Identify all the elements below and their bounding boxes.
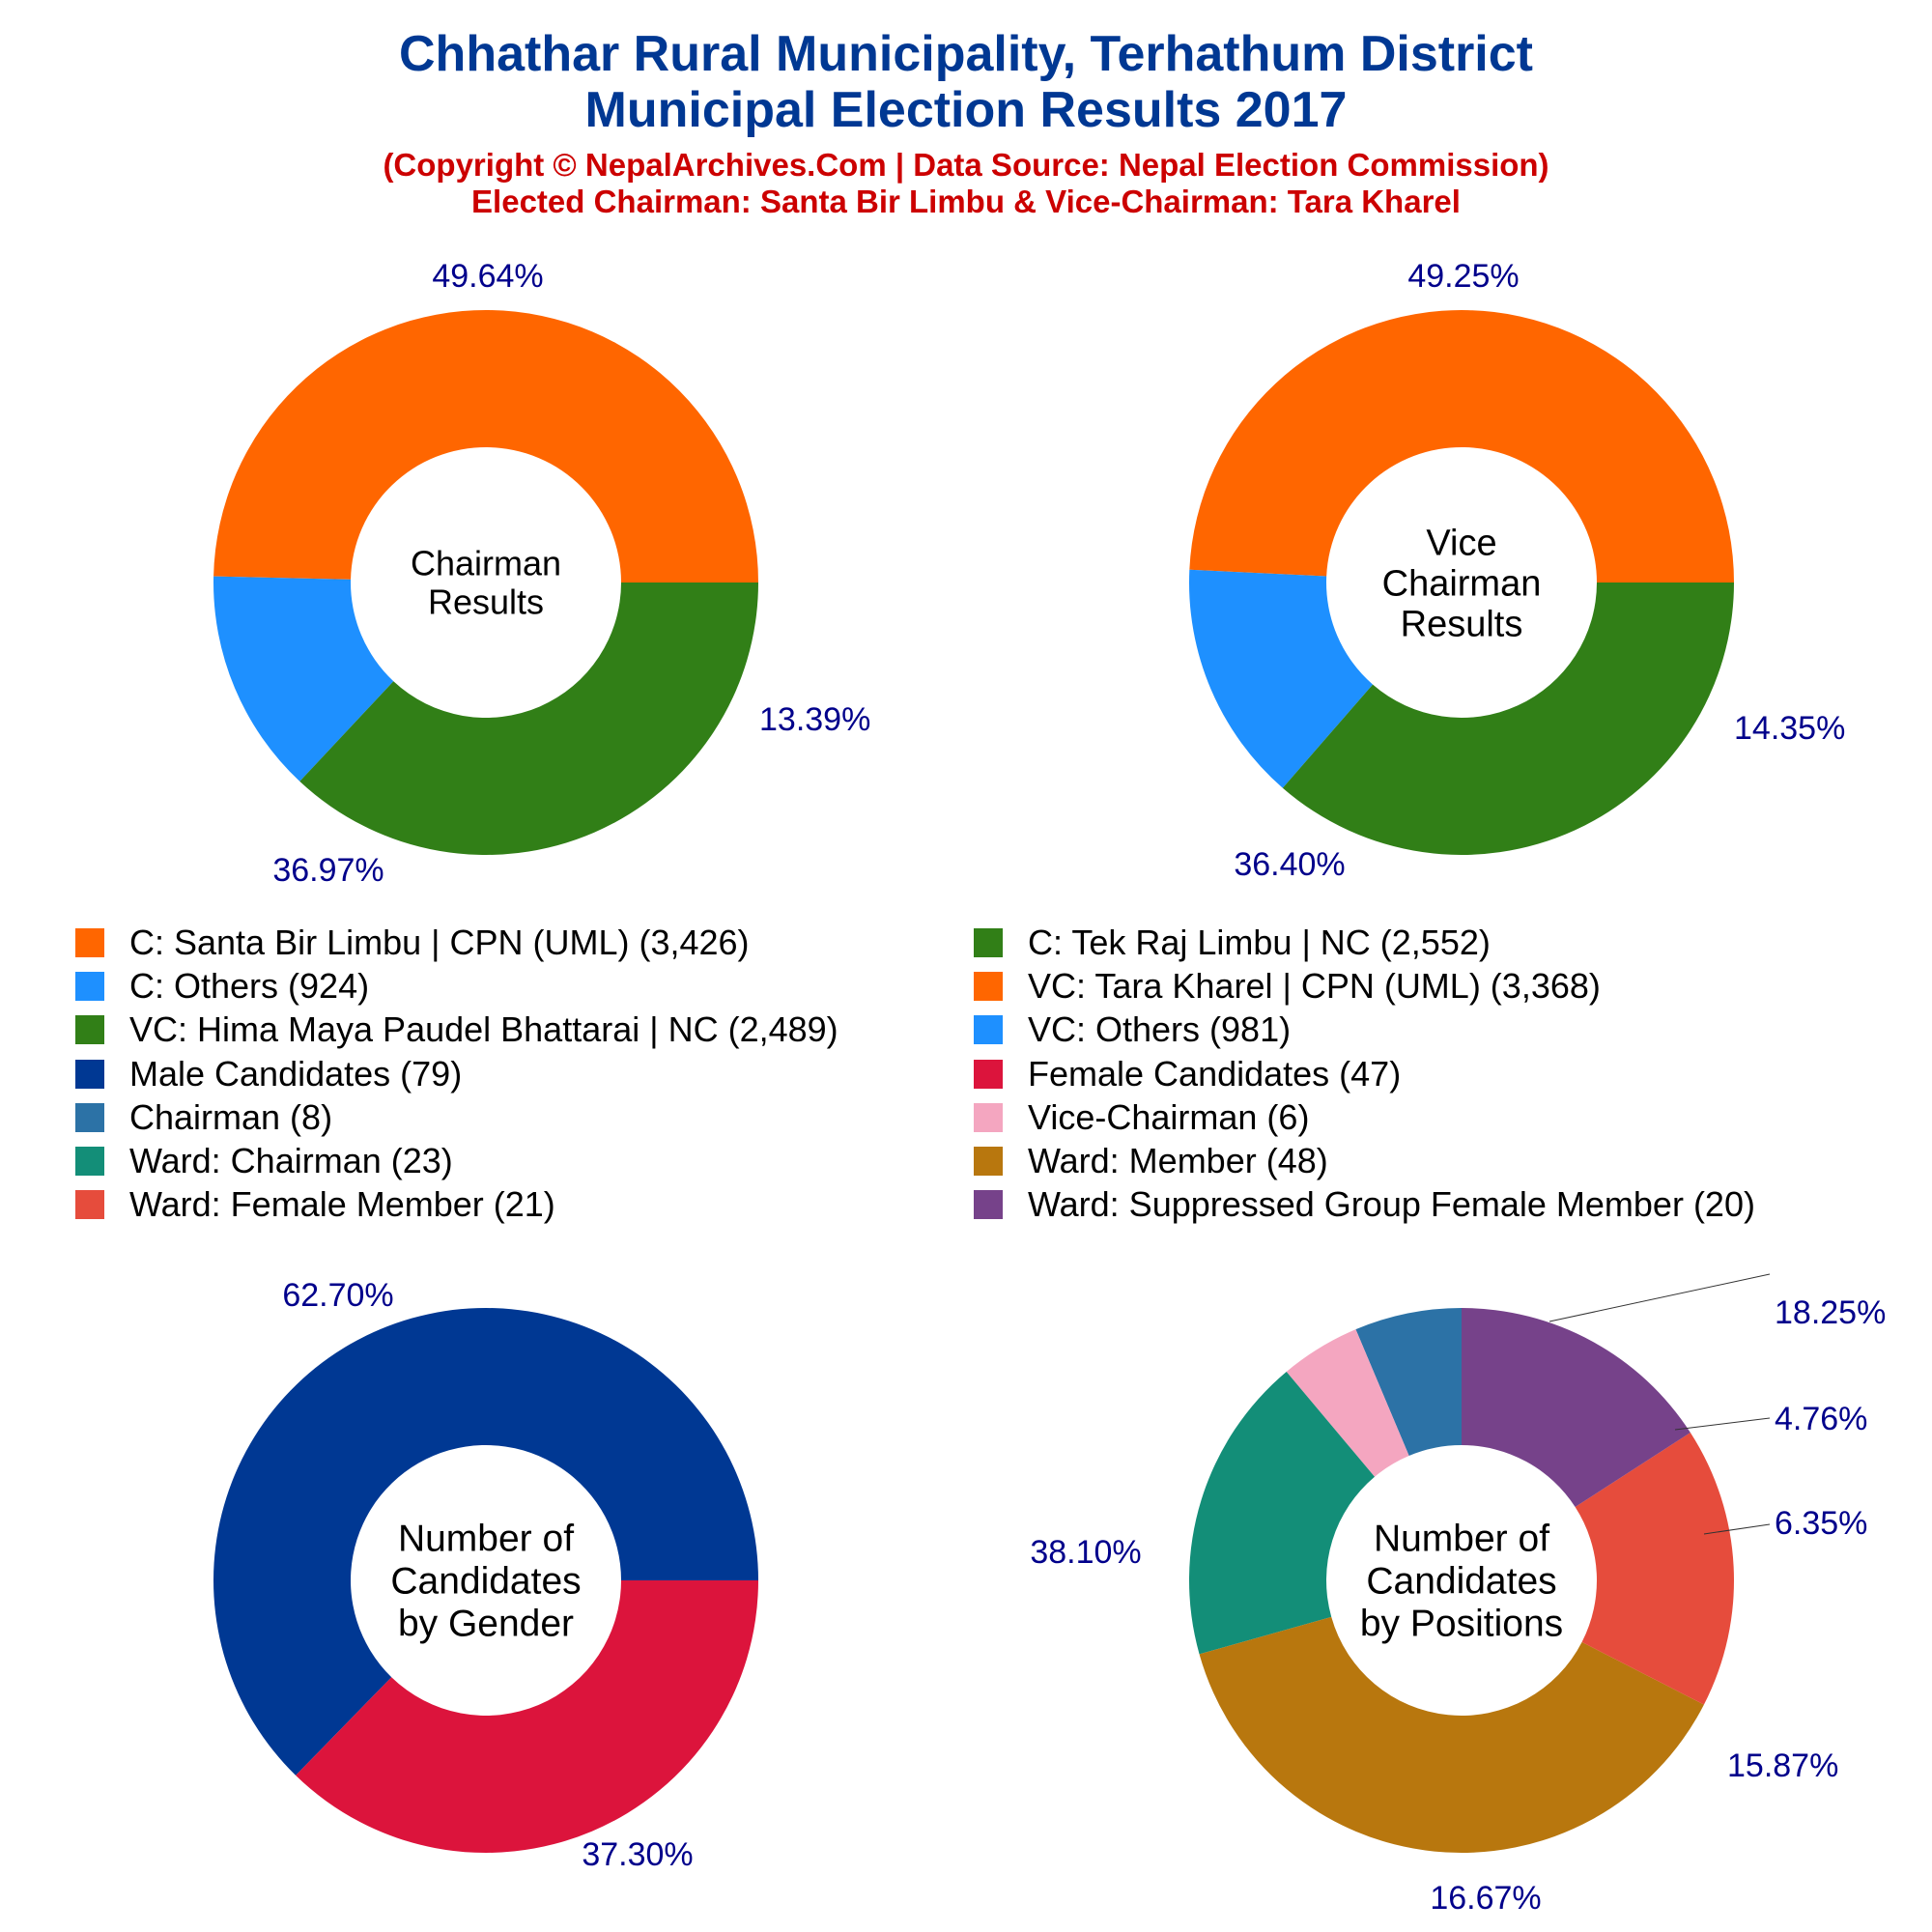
donut-slice — [213, 576, 394, 781]
legend-item: VC: Others (981) — [974, 1009, 1291, 1051]
donut-slice — [1462, 1308, 1690, 1508]
legend-swatch — [974, 1015, 1003, 1045]
donut-slice — [1575, 1433, 1734, 1705]
legend-label: Vice-Chairman (6) — [1028, 1096, 1310, 1137]
donut-slice — [1199, 1616, 1704, 1853]
legend-label: Chairman (8) — [129, 1096, 333, 1137]
legend-label: Ward: Chairman (23) — [129, 1141, 453, 1180]
legend-item: Ward: Suppressed Group Female Member (20… — [974, 1183, 1755, 1226]
legend-swatch — [75, 1015, 104, 1045]
legend-label: Male Candidates (79) — [129, 1053, 463, 1094]
legend-label: C: Others (924) — [129, 966, 370, 1007]
slice-percent-label: 36.97% — [272, 852, 384, 889]
donut-slice — [296, 1580, 758, 1853]
legend-item: Male Candidates (79) — [75, 1053, 462, 1095]
legend-swatch — [75, 1190, 104, 1220]
legend-swatch — [974, 1102, 1003, 1132]
legend-item: C: Tek Raj Limbu | NC (2,552) — [974, 922, 1491, 964]
legend-label: VC: Others (981) — [1028, 1009, 1292, 1050]
donut-slice — [1189, 569, 1374, 788]
legend-label: Ward: Female Member (21) — [129, 1184, 555, 1225]
donut-slice — [1286, 1329, 1409, 1477]
legend-swatch — [974, 928, 1003, 957]
slice-percent-label: 62.70% — [282, 1277, 393, 1314]
legend-swatch — [75, 928, 104, 957]
leader-line — [1703, 1523, 1771, 1535]
slice-percent-label: 14.35% — [1734, 710, 1845, 747]
donut-slice — [213, 310, 759, 582]
legend-swatch — [974, 1190, 1003, 1220]
slice-percent-label: 4.76% — [1775, 1401, 1867, 1437]
donut-center-label: Number of — [1374, 1519, 1549, 1560]
slice-percent-label: 36.40% — [1234, 846, 1345, 883]
legend-swatch — [75, 972, 104, 1002]
donut-center-label: Vice — [1426, 523, 1496, 563]
legend-label: VC: Hima Maya Paudel Bhattarai | NC (2,4… — [129, 1009, 838, 1050]
legend-item: Ward: Chairman (23) — [75, 1140, 453, 1182]
legend-swatch — [75, 1102, 104, 1132]
legend-item: Vice-Chairman (6) — [974, 1096, 1309, 1139]
slice-percent-label: 6.35% — [1775, 1505, 1867, 1542]
donut-center-label: Candidates — [390, 1561, 581, 1603]
donut-slice — [1188, 1371, 1376, 1655]
legend-swatch — [974, 1059, 1003, 1089]
legend-swatch — [75, 1059, 104, 1089]
legend-label: C: Tek Raj Limbu | NC (2,552) — [1028, 923, 1491, 962]
slice-percent-label: 49.25% — [1407, 258, 1519, 295]
copyright-line: (Copyright © NepalArchives.Com | Data So… — [383, 147, 1549, 183]
legend-item: C: Santa Bir Limbu | CPN (UML) (3,426) — [75, 922, 750, 964]
legend-item: VC: Hima Maya Paudel Bhattarai | NC (2,4… — [75, 1009, 838, 1051]
leader-line — [1548, 1273, 1771, 1322]
slice-percent-label: 13.39% — [759, 701, 870, 738]
donut-slice — [213, 1307, 759, 1776]
elected-line: Elected Chairman: Santa Bir Limbu & Vice… — [471, 184, 1461, 219]
legend-label: C: Santa Bir Limbu | CPN (UML) (3,426) — [129, 923, 750, 962]
legend-swatch — [974, 972, 1003, 1002]
donut-slice — [299, 582, 758, 855]
donut-slice — [1282, 582, 1734, 856]
donut-slice — [1189, 309, 1734, 582]
legend-label: VC: Tara Kharel | CPN (UML) (3,368) — [1028, 966, 1601, 1007]
donut-slice — [1355, 1308, 1462, 1456]
legend-item: C: Others (924) — [75, 965, 369, 1008]
slice-percent-label: 15.87% — [1727, 1747, 1838, 1784]
legend-item: VC: Tara Kharel | CPN (UML) (3,368) — [974, 965, 1601, 1008]
legend-item: Ward: Female Member (21) — [75, 1183, 555, 1226]
legend-label: Ward: Member (48) — [1028, 1141, 1328, 1180]
donut-center-label: by Gender — [398, 1604, 574, 1645]
donut-center-label: Number of — [398, 1519, 574, 1560]
slice-percent-label: 37.30% — [582, 1836, 693, 1873]
slice-percent-label: 49.64% — [432, 258, 543, 295]
donut-center-label: Results — [1401, 604, 1523, 644]
donut-center-label: Results — [428, 582, 544, 622]
donut-center-label: Candidates — [1366, 1561, 1556, 1603]
legend-item: Female Candidates (47) — [974, 1053, 1401, 1095]
leader-line — [1674, 1417, 1771, 1431]
slice-percent-label: 16.67% — [1430, 1880, 1541, 1917]
legend-label: Female Candidates (47) — [1028, 1053, 1402, 1094]
chart-title-line-1: Chhathar Rural Municipality, Terhathum D… — [399, 26, 1533, 82]
legend-swatch — [75, 1147, 104, 1176]
legend-item: Ward: Member (48) — [974, 1140, 1328, 1182]
legend-item: Chairman (8) — [75, 1096, 332, 1139]
donut-center-label: Chairman — [411, 544, 561, 583]
donut-center-label: by Positions — [1360, 1604, 1563, 1645]
slice-percent-label: 18.25% — [1775, 1294, 1886, 1331]
donut-center-label: Chairman — [1382, 563, 1542, 604]
slice-percent-label: 38.10% — [1030, 1534, 1141, 1571]
legend-label: Ward: Suppressed Group Female Member (20… — [1028, 1184, 1755, 1225]
legend-swatch — [974, 1147, 1003, 1176]
chart-title-line-2: Municipal Election Results 2017 — [584, 82, 1348, 138]
